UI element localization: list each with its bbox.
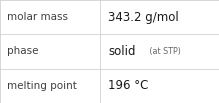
- Text: 196 °C: 196 °C: [108, 79, 149, 92]
- Text: (at STP): (at STP): [147, 47, 181, 56]
- Text: solid: solid: [108, 45, 136, 58]
- Text: molar mass: molar mass: [7, 12, 68, 22]
- Text: phase: phase: [7, 46, 38, 57]
- Text: melting point: melting point: [7, 81, 76, 91]
- Text: 343.2 g/mol: 343.2 g/mol: [108, 11, 179, 24]
